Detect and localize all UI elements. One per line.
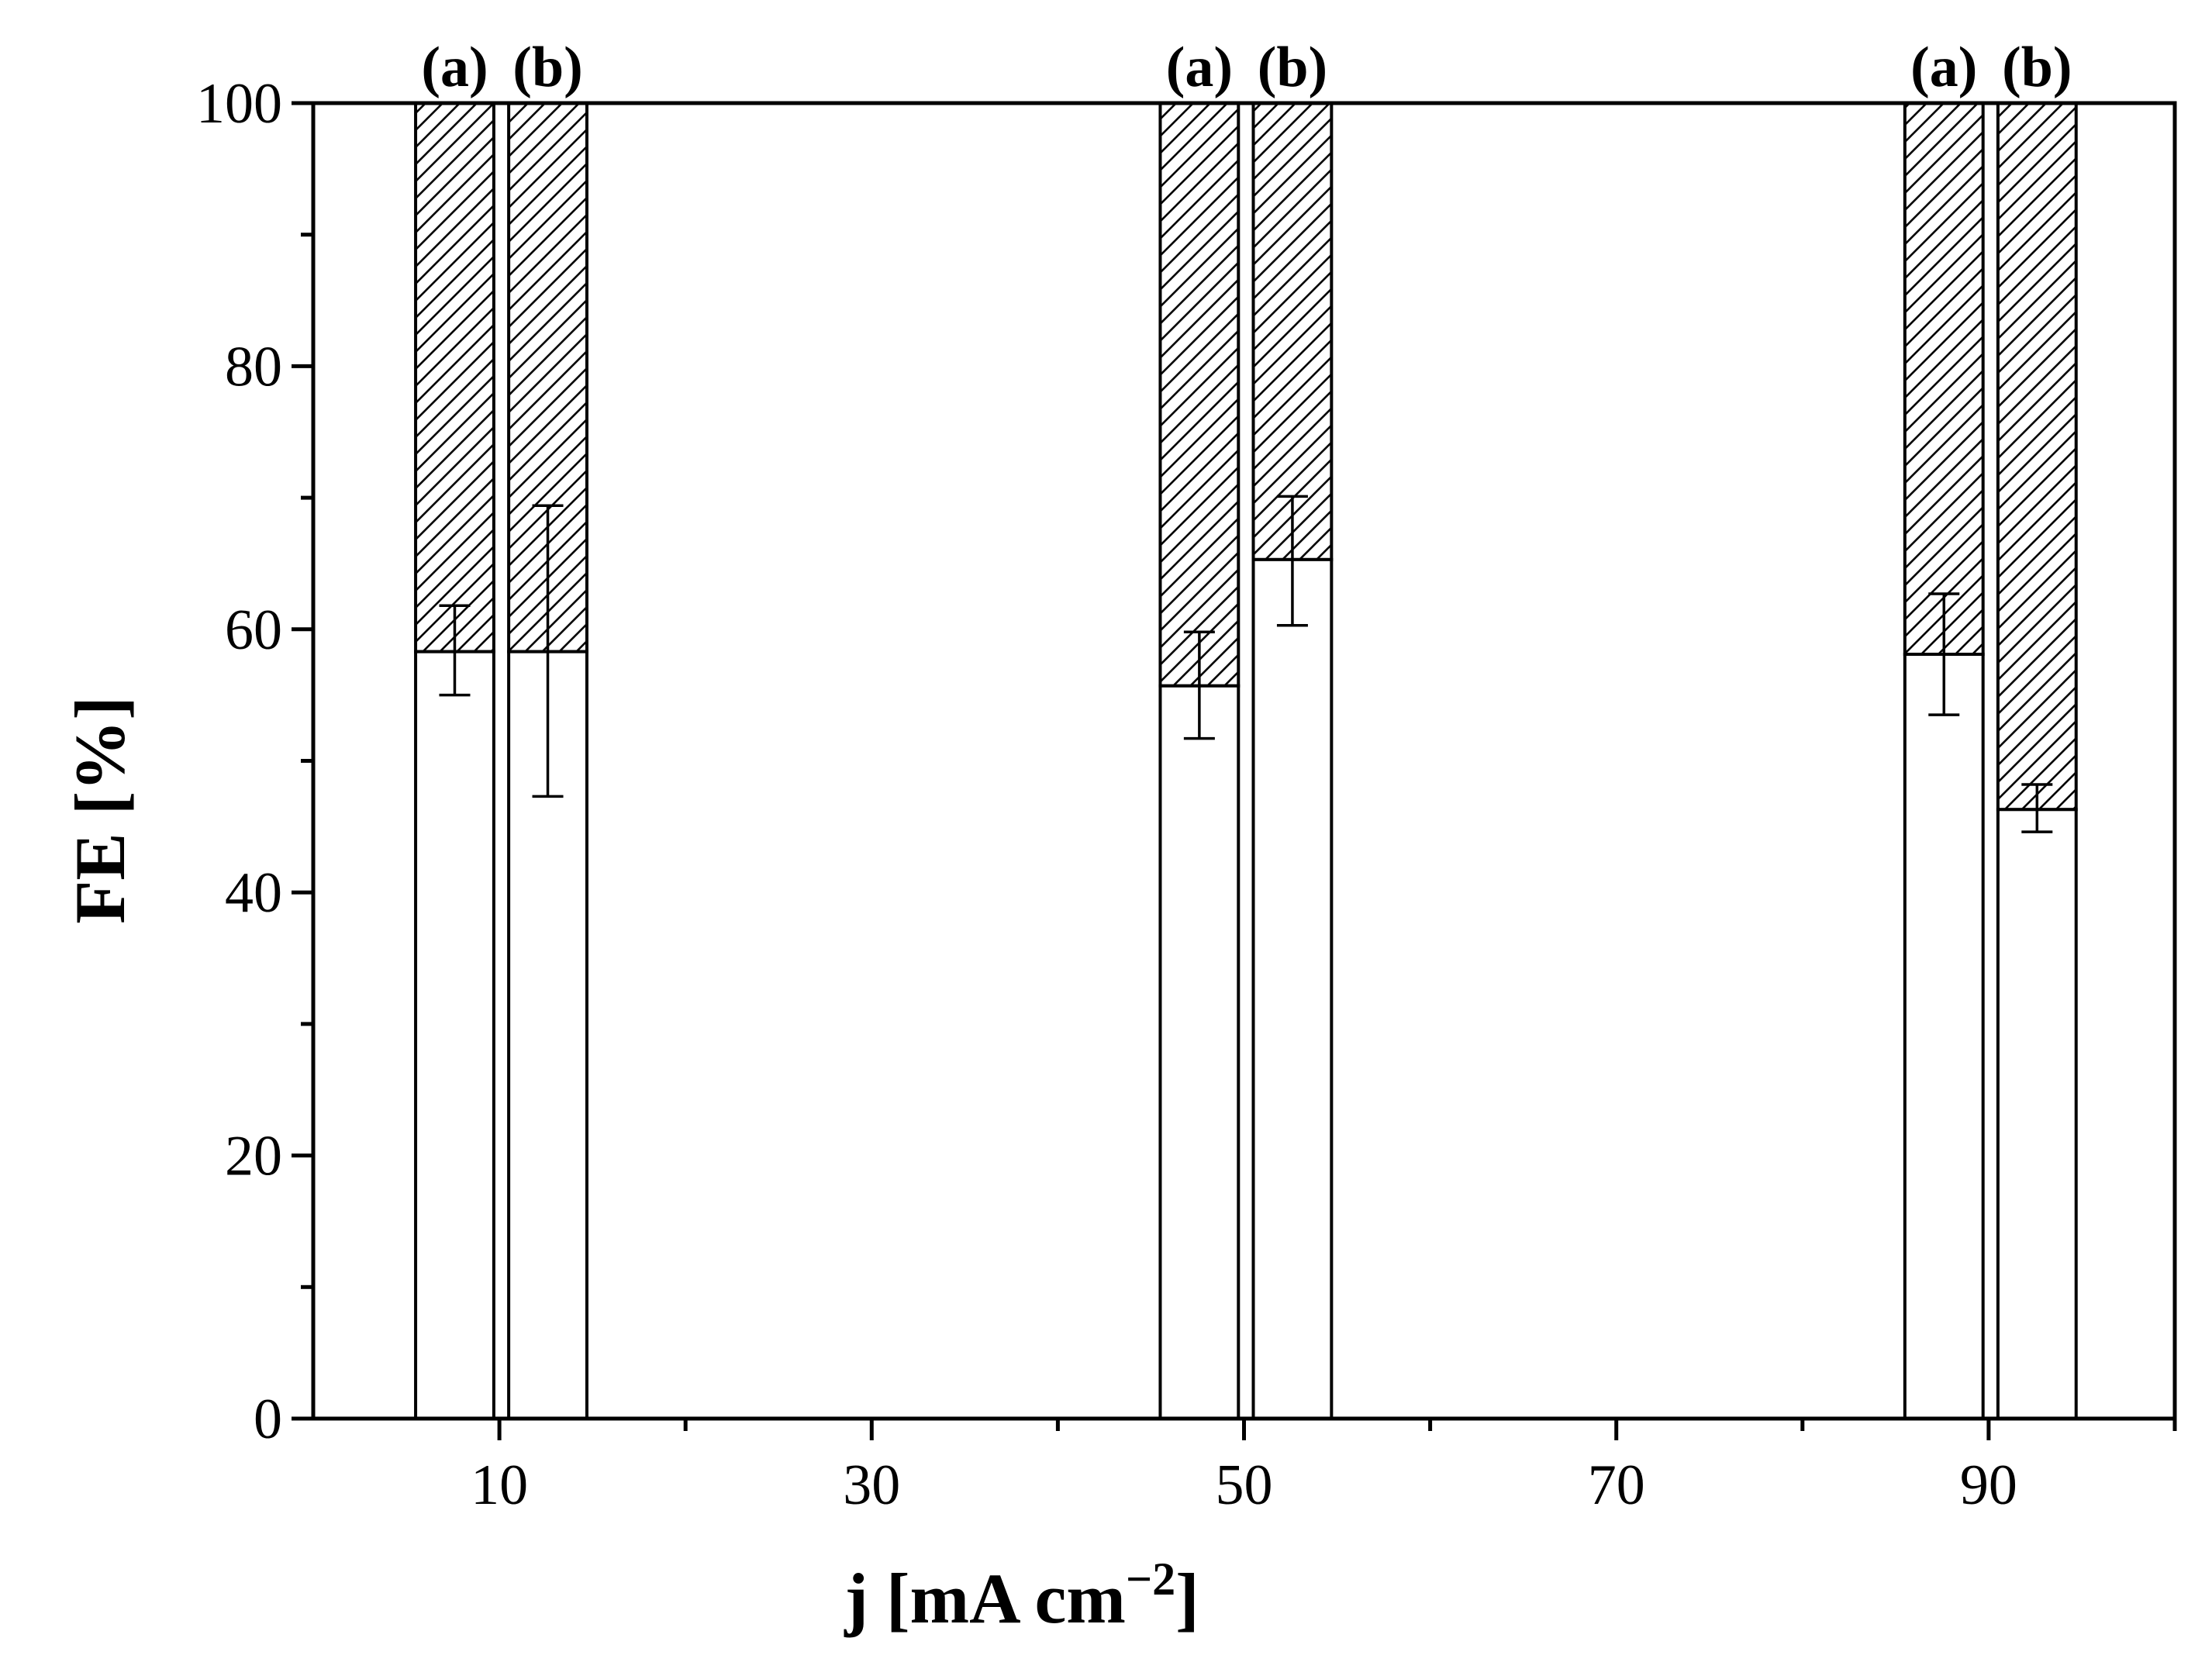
bar-label-5: (b)	[2002, 36, 2072, 99]
bar-label-2: (a)	[1166, 36, 1233, 99]
bar-lower-segment-1	[507, 650, 588, 1420]
x-axis-title-close: ]	[1175, 1559, 1199, 1638]
bar-label-0: (a)	[421, 36, 488, 99]
y-tick-label: 100	[196, 72, 282, 136]
y-tick-label: 80	[225, 335, 282, 398]
y-tick-label: 20	[225, 1125, 282, 1188]
bar-upper-segment-4	[1903, 102, 1985, 657]
bar-upper-segment-2	[1158, 102, 1241, 688]
y-tick-label: 40	[225, 861, 282, 925]
y-tick-label: 0	[254, 1388, 282, 1451]
bar-lower-segment-4	[1903, 653, 1985, 1420]
x-tick-label: 90	[1960, 1453, 2017, 1517]
bar-lower-segment-5	[1996, 808, 2078, 1420]
bar-labels-layer: (a) (b) (a) (b) (a) (b)	[421, 36, 2072, 99]
bar-lower-segment-0	[414, 650, 495, 1420]
bar-lower-segment-2	[1158, 684, 1241, 1420]
y-tick-label: 60	[225, 598, 282, 662]
x-tick-label: 70	[1588, 1453, 1645, 1517]
bar-upper-segment-0	[414, 102, 495, 653]
bar-label-1: (b)	[512, 36, 582, 99]
bar-label-4: (a)	[1910, 36, 1977, 99]
x-tick-label: 30	[843, 1453, 900, 1517]
x-tick-label: 50	[1216, 1453, 1273, 1517]
x-axis-title-main: j [mA cm	[844, 1559, 1126, 1638]
bar-lower-segment-3	[1251, 557, 1334, 1420]
y-axis-title: FE [%]	[60, 696, 140, 924]
bars-layer	[414, 102, 2078, 1420]
x-axis-title-sup: −2	[1126, 1553, 1175, 1605]
error-bars-layer	[439, 495, 2053, 833]
bar-upper-segment-3	[1251, 102, 1334, 561]
bar-label-3: (b)	[1258, 36, 1327, 99]
plot-area	[313, 103, 2175, 1419]
axes-layer: 0 20 40 60 80 100 10 30 50 70 90	[196, 72, 2177, 1517]
plot-background	[313, 103, 2175, 1419]
x-axis-title: j [mA cm−2]	[844, 1553, 1199, 1638]
bar-upper-segment-5	[1996, 102, 2078, 812]
x-tick-label: 10	[471, 1453, 528, 1517]
